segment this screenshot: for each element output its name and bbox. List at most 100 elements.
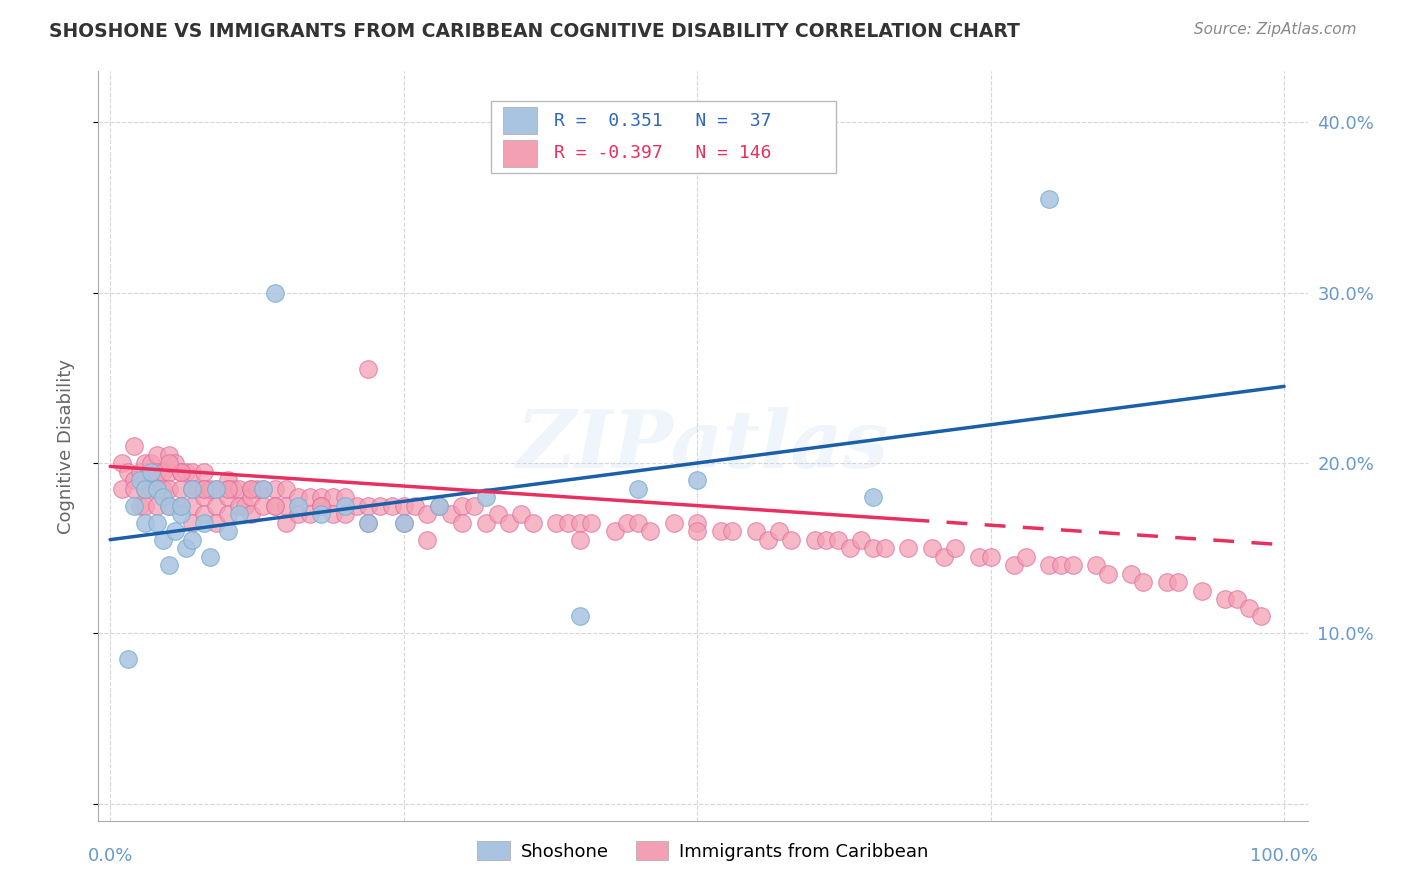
Point bbox=[546, 516, 568, 530]
Point bbox=[193, 507, 215, 521]
Point bbox=[176, 541, 198, 556]
Point bbox=[157, 558, 180, 573]
Point bbox=[1191, 583, 1213, 598]
Point bbox=[581, 516, 603, 530]
Point bbox=[252, 482, 274, 496]
Point bbox=[141, 465, 163, 479]
Point bbox=[357, 362, 380, 376]
Point bbox=[181, 465, 204, 479]
Point bbox=[427, 499, 450, 513]
Point bbox=[217, 482, 239, 496]
Point bbox=[193, 490, 215, 504]
Point bbox=[233, 499, 256, 513]
Point bbox=[921, 541, 943, 556]
Point bbox=[122, 499, 145, 513]
Y-axis label: Cognitive Disability: Cognitive Disability bbox=[56, 359, 75, 533]
Point bbox=[381, 499, 404, 513]
Point bbox=[228, 499, 250, 513]
Point bbox=[122, 439, 145, 453]
Point bbox=[346, 499, 368, 513]
Point bbox=[152, 465, 174, 479]
Point bbox=[146, 465, 169, 479]
Point bbox=[862, 490, 884, 504]
Point bbox=[638, 524, 661, 538]
Point bbox=[686, 524, 709, 538]
Point bbox=[439, 507, 461, 521]
Point bbox=[311, 499, 333, 513]
Point bbox=[768, 524, 790, 538]
Point bbox=[1226, 592, 1249, 607]
Point bbox=[298, 490, 321, 504]
Point bbox=[122, 482, 145, 496]
Point bbox=[217, 524, 239, 538]
Point bbox=[568, 533, 591, 547]
Text: 100.0%: 100.0% bbox=[1250, 847, 1317, 865]
Point bbox=[169, 507, 191, 521]
Point bbox=[246, 482, 269, 496]
Point bbox=[252, 482, 274, 496]
Point bbox=[475, 490, 498, 504]
Point bbox=[463, 499, 485, 513]
Point bbox=[627, 482, 650, 496]
Point bbox=[710, 524, 733, 538]
Text: R = -0.397   N = 146: R = -0.397 N = 146 bbox=[554, 144, 772, 162]
Point bbox=[568, 516, 591, 530]
Point bbox=[1215, 592, 1237, 607]
Point bbox=[181, 482, 204, 496]
Point bbox=[252, 499, 274, 513]
Text: 0.0%: 0.0% bbox=[87, 847, 132, 865]
Point bbox=[217, 507, 239, 521]
Point bbox=[392, 516, 415, 530]
Text: R =  0.351   N =  37: R = 0.351 N = 37 bbox=[554, 112, 772, 130]
Point bbox=[897, 541, 920, 556]
Point bbox=[187, 482, 209, 496]
FancyBboxPatch shape bbox=[503, 140, 537, 167]
Point bbox=[128, 499, 150, 513]
Point bbox=[204, 482, 226, 496]
Point bbox=[851, 533, 873, 547]
Point bbox=[862, 541, 884, 556]
Point bbox=[945, 541, 967, 556]
Point bbox=[287, 499, 309, 513]
Point bbox=[217, 490, 239, 504]
Point bbox=[510, 507, 533, 521]
Point bbox=[427, 499, 450, 513]
Point bbox=[169, 465, 191, 479]
Point bbox=[141, 456, 163, 470]
Point bbox=[117, 465, 139, 479]
Point bbox=[152, 490, 174, 504]
Point bbox=[157, 499, 180, 513]
Point bbox=[1167, 575, 1189, 590]
Point bbox=[1050, 558, 1073, 573]
Point bbox=[662, 516, 685, 530]
Point bbox=[416, 533, 439, 547]
Point bbox=[157, 448, 180, 462]
Point bbox=[368, 499, 391, 513]
Point bbox=[198, 549, 221, 564]
Point bbox=[157, 456, 180, 470]
Text: Source: ZipAtlas.com: Source: ZipAtlas.com bbox=[1194, 22, 1357, 37]
Point bbox=[322, 507, 344, 521]
Point bbox=[1237, 600, 1260, 615]
Point bbox=[169, 499, 191, 513]
Point bbox=[686, 473, 709, 487]
Point bbox=[1156, 575, 1178, 590]
Point bbox=[838, 541, 860, 556]
Point bbox=[522, 516, 544, 530]
Point bbox=[276, 499, 298, 513]
Point bbox=[756, 533, 779, 547]
Point bbox=[228, 507, 250, 521]
Point bbox=[169, 499, 191, 513]
Point bbox=[1015, 549, 1038, 564]
Point bbox=[146, 448, 169, 462]
Point bbox=[146, 482, 169, 496]
Point bbox=[146, 482, 169, 496]
Point bbox=[276, 516, 298, 530]
Point bbox=[322, 490, 344, 504]
Point bbox=[416, 507, 439, 521]
Point bbox=[240, 482, 263, 496]
Point bbox=[152, 533, 174, 547]
Point bbox=[240, 507, 263, 521]
Point bbox=[157, 482, 180, 496]
Point bbox=[451, 516, 474, 530]
